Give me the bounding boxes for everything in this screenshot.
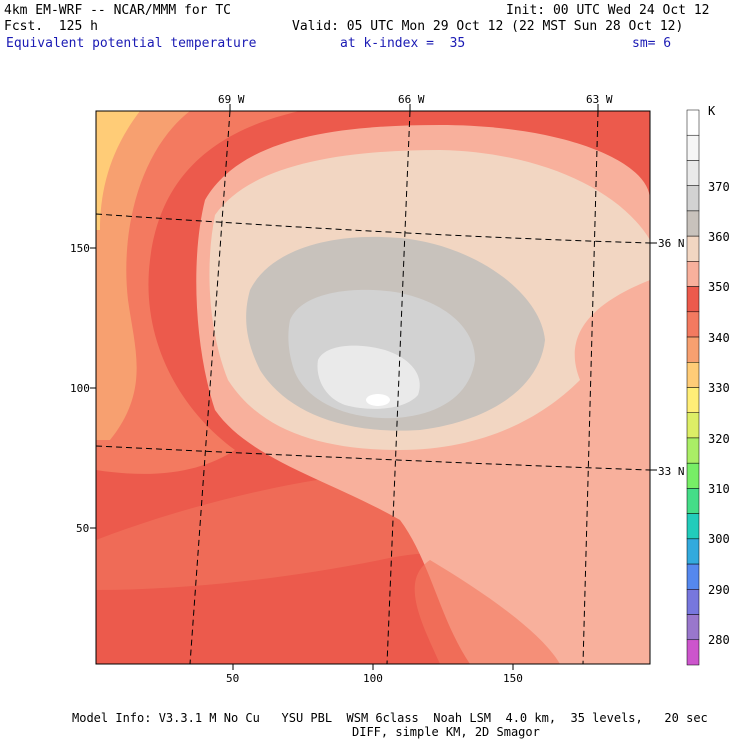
colorbar-swatch-310_315 [686, 437, 700, 464]
colorbar-swatch-290_295 [686, 538, 700, 565]
parallel-36n [96, 213, 650, 244]
colorbar-swatch-335_340 [686, 311, 700, 338]
meridian-69w [189, 111, 231, 664]
colorbar-swatch-285_290 [686, 563, 700, 590]
top-ticks [90, 104, 657, 670]
colorbar-label-290: 290 [708, 583, 730, 597]
colorbar-swatch-355_360 [686, 210, 700, 237]
x-tick-100: 100 [363, 672, 383, 685]
colorbar-label-340: 340 [708, 331, 730, 345]
lon-label-66w: 66 W [398, 93, 425, 106]
colorbar-label-320: 320 [708, 432, 730, 446]
diff-info: DIFF, simple KM, 2D Smagor [352, 725, 540, 739]
y-tick-50: 50 [76, 522, 90, 535]
colorbar-swatch-350_355 [686, 235, 700, 262]
field-name: Equivalent potential temperature [6, 36, 257, 51]
lat-label-36n: 36 N [658, 237, 685, 250]
lat-label-33n: 33 N [658, 465, 685, 478]
colorbar-label-370: 370 [708, 180, 730, 194]
colorbar-label-350: 350 [708, 280, 730, 294]
x-tick-150: 150 [503, 672, 523, 685]
field-gt375 [366, 394, 390, 406]
lon-label-69w: 69 W [218, 93, 245, 106]
valid-time: Valid: 05 UTC Mon 29 Oct 12 (22 MST Sun … [292, 19, 684, 34]
lon-label-63w: 63 W [586, 93, 613, 106]
theta-e-field [96, 111, 650, 664]
colorbar-unit: K [708, 104, 716, 118]
colorbar [686, 109, 700, 666]
field-365-370 [317, 345, 420, 409]
colorbar-swatch-320_325 [686, 387, 700, 413]
field-330-335-west [96, 111, 190, 440]
x-tick-50: 50 [226, 672, 240, 685]
colorbar-swatch-330_335 [686, 336, 700, 363]
colorbar-swatch-325_330 [686, 362, 700, 388]
colorbar-swatch-lt275 [686, 639, 700, 666]
colorbar-swatch-370_375 [686, 134, 700, 161]
smoothing-label: sm= 6 [632, 36, 672, 51]
colorbar-label-360: 360 [708, 230, 730, 244]
colorbar-label-310: 310 [708, 482, 730, 496]
colorbar-swatch-275_280 [686, 614, 700, 641]
meridian-66w [386, 111, 411, 664]
colorbar-swatch-gt375 [686, 109, 700, 136]
colorbar-swatch-365_370 [686, 160, 700, 186]
colorbar-swatch-340_345 [686, 286, 700, 313]
k-index-label: at k-index = 35 [340, 36, 466, 51]
colorbar-swatch-305_310 [686, 462, 700, 489]
colorbar-swatch-295_300 [686, 513, 700, 540]
colorbar-label-300: 300 [708, 532, 730, 546]
parallel-33n [96, 445, 650, 471]
field-340-swirl-south [414, 560, 560, 664]
colorbar-label-330: 330 [708, 381, 730, 395]
colorbar-swatch-280_285 [686, 589, 700, 615]
colorbar-swatch-315_320 [686, 412, 700, 439]
colorbar-label-280: 280 [708, 633, 730, 647]
colorbar-swatch-345_350 [686, 261, 700, 287]
field-325-330-corner [96, 111, 140, 230]
forecast-hour: Fcst. 125 h [4, 19, 98, 34]
field-335-340-west [96, 111, 300, 474]
y-tick-150: 150 [70, 242, 90, 255]
model-title: 4km EM-WRF -- NCAR/MMM for TC [4, 3, 231, 18]
meridian-63w [582, 111, 599, 664]
y-tick-100: 100 [70, 382, 90, 395]
graticule [96, 111, 650, 664]
model-info: Model Info: V3.3.1 M No Cu YSU PBL WSM 6… [72, 711, 708, 725]
colorbar-swatch-360_365 [686, 185, 700, 212]
init-time: Init: 00 UTC Wed 24 Oct 12 [506, 3, 710, 18]
colorbar-swatch-300_305 [686, 488, 700, 514]
